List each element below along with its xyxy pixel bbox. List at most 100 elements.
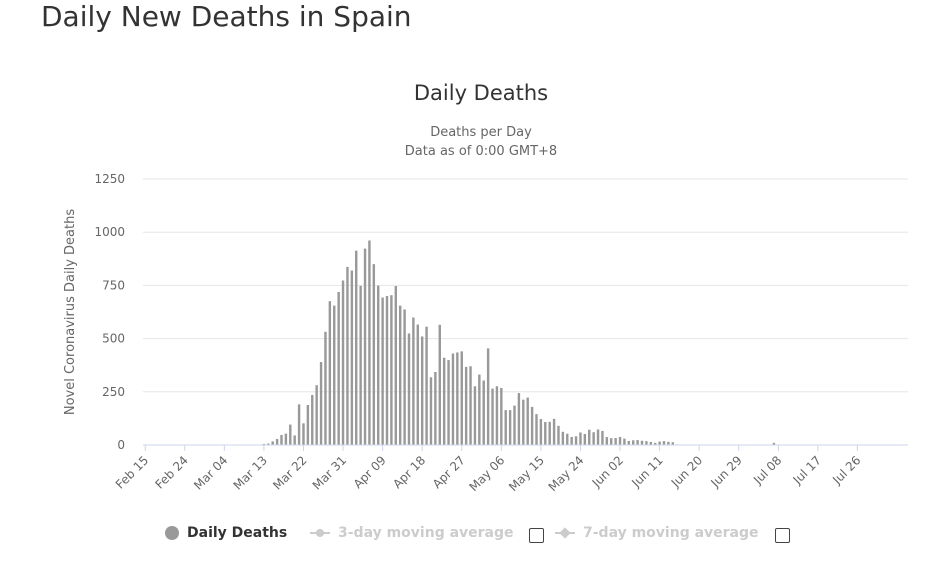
bar[interactable] [280,435,283,445]
bar[interactable] [649,442,653,445]
bar[interactable] [478,374,481,445]
bar[interactable] [275,439,279,445]
bar[interactable] [398,305,402,445]
bar[interactable] [394,286,398,445]
bar[interactable] [561,431,565,445]
bar[interactable] [491,388,494,445]
bar[interactable] [583,433,587,445]
bar[interactable] [341,280,345,445]
bar[interactable] [469,366,472,445]
bar-series-daily-deaths[interactable] [249,240,776,446]
bar[interactable] [592,432,595,445]
bar[interactable] [618,436,622,445]
checkbox-3-day-average[interactable] [529,528,544,543]
bar[interactable] [517,393,521,445]
bar[interactable] [539,419,543,445]
bar[interactable] [640,440,644,445]
bar[interactable] [500,387,503,445]
bar[interactable] [574,436,578,445]
legend-item-3-day-average[interactable]: 3-day moving average [310,522,514,544]
bar[interactable] [306,404,310,445]
bar[interactable] [596,429,600,445]
bar[interactable] [381,297,384,445]
bar[interactable] [333,305,336,445]
bar[interactable] [460,351,463,445]
bar[interactable] [442,357,446,445]
bar[interactable] [359,285,362,445]
bar[interactable] [368,240,371,446]
bar[interactable] [311,394,314,445]
bar[interactable] [530,406,534,445]
bar[interactable] [293,435,296,445]
bar[interactable] [297,404,301,445]
bar[interactable] [447,360,450,445]
bar[interactable] [566,433,569,445]
bar[interactable] [385,296,389,445]
bar[interactable] [662,441,666,445]
bar[interactable] [482,380,485,445]
checkbox-7-day-average[interactable] [775,528,790,543]
bar[interactable] [363,248,367,445]
bar[interactable] [434,372,437,445]
bar[interactable] [350,270,354,446]
bar[interactable] [407,333,411,445]
bar[interactable] [416,324,419,445]
bar[interactable] [262,443,266,445]
bar[interactable] [653,442,657,445]
bar[interactable] [772,442,776,445]
bar[interactable] [486,348,490,445]
bar[interactable] [289,424,292,445]
bar[interactable] [403,309,406,445]
bar[interactable] [267,443,270,445]
bar[interactable] [548,421,551,445]
bar[interactable] [315,385,318,445]
bar[interactable] [420,336,424,445]
bar[interactable] [636,440,639,445]
bar[interactable] [570,436,573,445]
bar[interactable] [412,317,415,445]
bar[interactable] [328,301,332,445]
bar[interactable] [544,422,547,445]
bar[interactable] [425,326,428,445]
bar[interactable] [324,331,327,445]
bar[interactable] [535,414,538,445]
bar[interactable] [346,266,349,445]
bar[interactable] [355,250,358,445]
bar[interactable] [522,399,525,445]
bar[interactable] [579,432,582,445]
bar[interactable] [632,440,635,445]
bar[interactable] [557,425,560,445]
bar[interactable] [464,366,468,445]
bar[interactable] [438,324,441,445]
bar[interactable] [473,386,477,445]
bar[interactable] [671,442,674,445]
bar[interactable] [429,377,433,445]
bar[interactable] [390,295,393,445]
bar[interactable] [614,437,617,445]
bar[interactable] [508,410,512,445]
bar[interactable] [605,437,609,445]
legend-item-7-day-average[interactable]: 7-day moving average [555,522,759,544]
bar[interactable] [271,441,274,445]
bar[interactable] [377,285,380,445]
bar[interactable] [610,438,613,445]
bar[interactable] [588,429,591,445]
bar[interactable] [302,423,305,445]
bar[interactable] [495,386,499,445]
bar[interactable] [601,430,604,445]
bar[interactable] [372,264,376,445]
legend-item-daily-deaths[interactable]: Daily Deaths [165,522,287,544]
bar[interactable] [451,353,455,446]
bar[interactable] [658,441,661,445]
bar[interactable] [504,410,507,445]
bar[interactable] [337,292,340,445]
bar[interactable] [667,441,670,445]
bar[interactable] [284,433,288,445]
bar[interactable] [526,397,529,445]
bar[interactable] [645,441,648,445]
bar[interactable] [552,418,556,445]
bar[interactable] [513,405,516,445]
bar[interactable] [627,440,631,445]
bar[interactable] [456,352,459,445]
bar[interactable] [623,438,626,445]
